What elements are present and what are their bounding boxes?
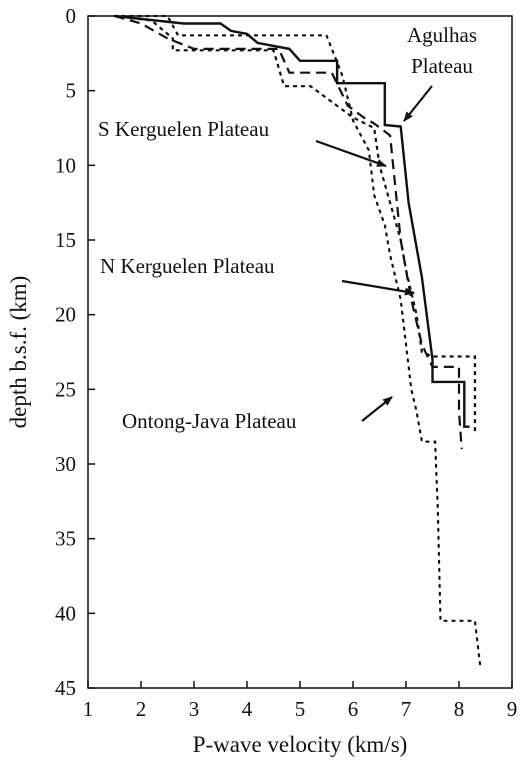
y-tick-label: 25 [55, 377, 76, 401]
y-tick-label: 10 [55, 153, 76, 177]
series-layer [113, 14, 482, 667]
y-tick-label: 5 [66, 79, 77, 103]
arrow-agulhas [403, 85, 433, 122]
y-tick-label: 0 [66, 4, 77, 28]
x-tick-label: 3 [189, 697, 200, 721]
annotation-s-kerguelen: S Kerguelen Plateau [98, 117, 270, 141]
series-line-ontong-java [113, 14, 482, 667]
y-tick-label: 30 [55, 452, 76, 476]
x-tick-label: 7 [401, 697, 412, 721]
x-tick-label: 9 [507, 697, 518, 721]
arrow-n-kerguelen [341, 279, 415, 296]
x-axis-ticks: 1 2 3 4 5 6 7 8 9 [83, 681, 518, 721]
x-tick-label: 2 [136, 697, 147, 721]
y-axis-title: depth b.s.f. (km) [6, 276, 31, 429]
series-line-agulhas [114, 14, 470, 428]
y-tick-label: 35 [55, 527, 76, 551]
series-line-n-kerguelen [114, 14, 476, 435]
y-tick-label: 20 [55, 303, 76, 327]
y-tick-label: 45 [55, 676, 76, 700]
x-tick-label: 4 [242, 697, 253, 721]
annotation-agulhas-line1: Agulhas [407, 23, 477, 47]
y-tick-label: 40 [55, 601, 76, 625]
y-tick-label: 15 [55, 228, 76, 252]
y-axis-ticks: 0 5 10 15 20 25 30 35 40 45 [55, 4, 95, 700]
annotation-n-kerguelen: N Kerguelen Plateau [100, 254, 275, 278]
x-tick-label: 1 [83, 697, 94, 721]
x-tick-label: 6 [348, 697, 359, 721]
arrow-ontong-java [361, 396, 393, 422]
series-line-s-kerguelen [114, 14, 463, 450]
x-axis-title: P-wave velocity (km/s) [193, 732, 408, 757]
x-tick-label: 8 [454, 697, 465, 721]
arrow-s-kerguelen [315, 139, 387, 168]
x-tick-label: 5 [295, 697, 306, 721]
annotation-ontong-java: Ontong-Java Plateau [122, 409, 297, 433]
annotation-agulhas-line2: Plateau [411, 54, 473, 78]
